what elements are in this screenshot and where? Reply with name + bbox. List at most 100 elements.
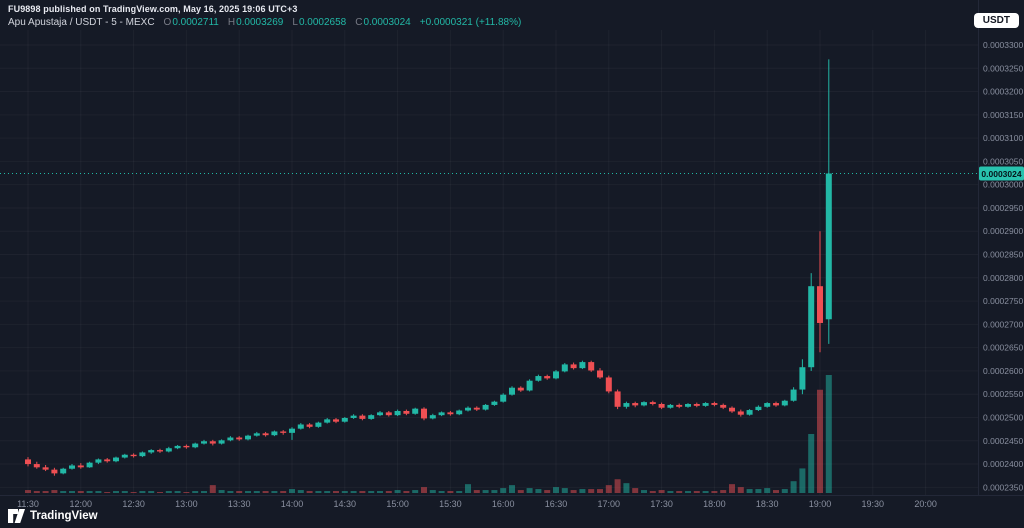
candle-body — [711, 403, 718, 405]
candle-body — [561, 364, 568, 372]
candle-body — [95, 459, 102, 463]
open-label: O — [163, 17, 172, 28]
candle-body — [245, 435, 251, 440]
publish-bar: FU9898 published on TradingView.com, May… — [8, 4, 297, 14]
price-tick-label: 0.0003300 — [983, 40, 1023, 50]
axis-separators — [0, 0, 1024, 496]
price-tick-label: 0.0002750 — [983, 296, 1023, 306]
candle-body — [641, 402, 647, 406]
volume-bar — [746, 489, 753, 493]
high-label: H — [227, 17, 236, 28]
volume-bar — [588, 489, 595, 493]
volume-bar — [491, 490, 498, 493]
time-tick-label: 18:30 — [756, 499, 779, 509]
volume-bar — [737, 487, 744, 493]
candle-body — [104, 459, 111, 462]
low-value: 0.0002658 — [298, 17, 347, 28]
volume-bar — [429, 490, 436, 493]
price-tick-label: 0.0002600 — [983, 366, 1023, 376]
volume-bar — [297, 490, 304, 493]
volume-bar — [500, 488, 507, 493]
candle-body — [623, 403, 630, 407]
candle-body — [350, 415, 357, 418]
candle-body — [808, 286, 815, 368]
volume-bar — [473, 490, 480, 493]
volume-bar — [456, 491, 463, 493]
volume-bar — [614, 479, 621, 493]
volume-bar — [95, 491, 102, 493]
volume-bar — [385, 491, 392, 493]
candle-body — [676, 404, 683, 407]
candle-body — [755, 406, 762, 411]
price-tick-label: 0.0002400 — [983, 459, 1023, 469]
volume-bar — [817, 389, 823, 493]
currency-toggle-button[interactable]: USDT — [973, 13, 1019, 28]
publish-text: FU9898 published on TradingView.com, May… — [8, 4, 298, 14]
volume-bar — [218, 490, 225, 493]
volume-bar — [825, 375, 832, 493]
candle-body — [289, 428, 295, 433]
price-tick-label: 0.0002900 — [983, 226, 1023, 236]
candle-body — [324, 419, 331, 423]
volume-bar — [579, 489, 586, 493]
volume-bar — [438, 491, 445, 493]
candle-body — [535, 376, 542, 381]
candle-body — [227, 437, 234, 441]
volume-bar — [60, 491, 67, 493]
candle-body — [544, 376, 551, 379]
ohlc-high: H0.0003269 — [228, 17, 284, 28]
volume-bar — [183, 492, 190, 493]
candle-body — [25, 459, 31, 465]
time-tick-label: 19:30 — [862, 499, 885, 509]
volume-bar — [192, 491, 199, 493]
candle-body — [394, 410, 401, 416]
volume-bar — [553, 487, 559, 493]
candle-body — [42, 467, 49, 470]
volume-bar — [157, 492, 163, 493]
candle-body — [359, 415, 366, 419]
volume-bar — [808, 434, 815, 493]
candle-body — [209, 441, 216, 444]
volume-bar — [482, 490, 489, 493]
candle-body — [693, 403, 700, 406]
time-tick-label: 16:00 — [492, 499, 515, 509]
volume-bar — [315, 491, 322, 493]
volume-bar — [253, 491, 260, 493]
volume-bar — [465, 484, 471, 493]
volume-bar — [280, 491, 287, 493]
price-tick-label: 0.0002850 — [983, 250, 1023, 260]
candle-body — [69, 465, 75, 469]
volume-bar — [236, 491, 243, 493]
volume-bar — [755, 489, 762, 493]
price-tick-label: 0.0002650 — [983, 343, 1023, 353]
tradingview-brand[interactable]: TradingView — [8, 509, 98, 523]
volume-bar — [227, 491, 234, 493]
volume-bars — [25, 375, 832, 493]
price-tick-label: 0.0003200 — [983, 87, 1023, 97]
volume-bar — [341, 491, 348, 493]
last-price-badge: 0.0003024 — [979, 166, 1024, 181]
grid-lines — [0, 30, 978, 495]
candle-body — [737, 411, 744, 415]
ohlc-low: L0.0002658 — [292, 17, 346, 28]
volume-bar — [570, 490, 577, 493]
time-tick-label: 17:00 — [598, 499, 621, 509]
change-value: +0.0000321 (+11.88%) — [419, 17, 522, 28]
volume-bar — [25, 490, 31, 493]
volume-bar — [781, 489, 788, 493]
volume-bar — [368, 491, 375, 493]
time-tick-label: 12:00 — [70, 499, 93, 509]
volume-bar — [77, 491, 84, 493]
volume-bar — [517, 490, 524, 493]
volume-bar — [702, 491, 709, 493]
candle-body — [174, 445, 181, 449]
candle-body — [447, 412, 454, 415]
candle-body — [51, 469, 58, 474]
volume-bar — [324, 491, 331, 493]
candle-body — [421, 408, 427, 419]
volume-bar — [121, 491, 128, 493]
candle-body — [253, 433, 260, 436]
symbol-title[interactable]: Apu Apustaja / USDT - 5 - MEXC — [8, 17, 155, 28]
candle-body — [649, 402, 656, 404]
